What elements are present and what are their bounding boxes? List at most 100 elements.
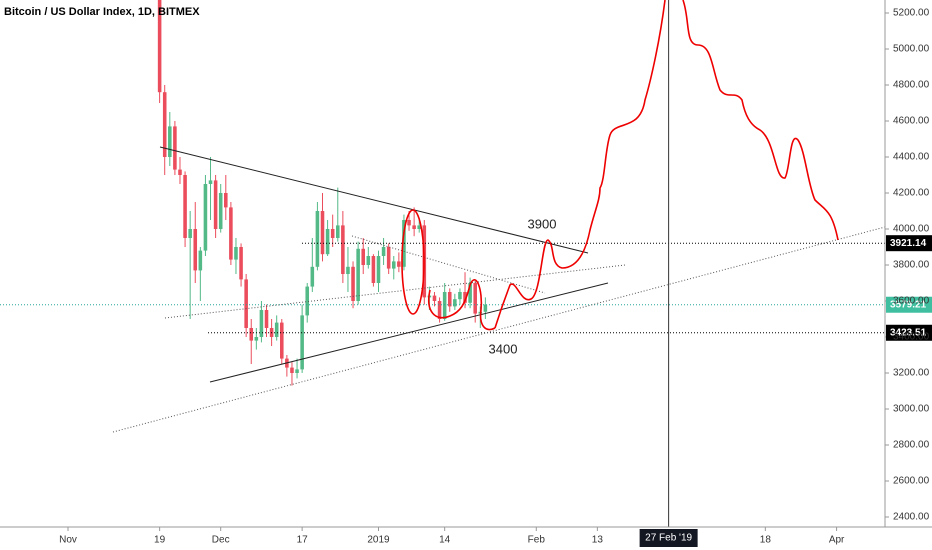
candle-body — [274, 322, 279, 337]
candle-body — [397, 261, 401, 267]
marker-label-box — [639, 529, 698, 547]
price-label-box — [886, 324, 932, 341]
candle-body — [280, 322, 284, 359]
marker-label: 27 Feb '19 — [645, 533, 692, 544]
candle-body — [208, 180, 213, 184]
y-tick-label: 3000.00 — [893, 404, 930, 415]
x-tick-label: 14 — [439, 535, 451, 546]
candle-body — [249, 327, 254, 341]
candle-body — [453, 299, 457, 307]
trend-line — [159, 146, 589, 254]
candle-body — [315, 210, 320, 267]
candle-body — [264, 309, 269, 328]
candle-body — [371, 255, 376, 283]
trend-line — [209, 282, 609, 383]
candle-body — [162, 92, 167, 157]
y-tick-label: 3600.00 — [893, 296, 930, 307]
y-tick-label: 2800.00 — [893, 440, 930, 451]
x-tick-label: Dec — [212, 535, 230, 546]
candle-body — [351, 266, 355, 301]
candle-body — [290, 367, 294, 373]
candle-body — [254, 336, 259, 341]
x-tick-label: Nov — [59, 535, 77, 546]
x-tick-label: 17 — [297, 535, 309, 546]
candle-body — [468, 282, 472, 303]
candle-body — [483, 304, 488, 312]
candle-body — [218, 192, 223, 229]
candle-body — [244, 279, 248, 328]
x-tick-label: 19 — [154, 535, 166, 546]
candle-body — [178, 169, 182, 175]
candle-body — [325, 228, 330, 255]
x-tick-label: 13 — [592, 535, 604, 546]
candle-body — [183, 174, 187, 238]
price-label-box — [886, 235, 932, 252]
y-tick-label: 5200.00 — [893, 8, 930, 19]
y-tick-label: 3400.00 — [893, 332, 930, 343]
candle-body — [391, 261, 396, 269]
candle-body — [473, 282, 477, 314]
candle-body — [381, 246, 386, 256]
y-tick-label: 4200.00 — [893, 188, 930, 199]
drawings — [112, 0, 886, 433]
candle-body — [376, 255, 381, 283]
candle-body — [224, 192, 228, 208]
candle-body — [458, 291, 462, 300]
price-label-box — [886, 296, 932, 313]
candle-body — [229, 207, 233, 260]
y-tick-label: 3200.00 — [893, 368, 930, 379]
candle-body — [300, 315, 304, 370]
annotation: 3400 — [489, 341, 518, 356]
candle-body — [335, 225, 340, 238]
candle-body — [447, 291, 452, 307]
y-tick-label: 2400.00 — [893, 512, 930, 523]
y-tick-label: 4400.00 — [893, 152, 930, 163]
price-label: 3579.21 — [890, 299, 927, 310]
candle-body — [310, 266, 315, 287]
candle-body — [386, 246, 391, 269]
candle-body — [407, 219, 411, 226]
y-tick-label: 2600.00 — [893, 476, 930, 487]
trend-line-dotted — [351, 235, 546, 294]
candle-body — [203, 183, 208, 251]
x-tick-label: 18 — [760, 535, 772, 546]
trend-line-dotted — [112, 226, 886, 433]
price-label: 3423.51 — [890, 327, 927, 338]
candle-body — [234, 246, 238, 260]
price-label: 3921.14 — [890, 238, 927, 249]
red-drawing — [494, 0, 839, 329]
red-drawing — [401, 209, 425, 315]
y-tick-label: 4000.00 — [893, 224, 930, 235]
candle-body — [412, 225, 416, 229]
y-tick-label: 4600.00 — [893, 116, 930, 127]
candle-body — [463, 291, 467, 303]
candle-body — [188, 228, 192, 238]
y-tick-label: 3800.00 — [893, 260, 930, 271]
candle-body — [198, 250, 203, 271]
candle-body — [168, 126, 172, 157]
chart-title: Bitcoin / US Dollar Index, 1D, BITMEX — [4, 6, 200, 18]
y-tick-label: 5000.00 — [893, 44, 930, 55]
candle-body — [259, 309, 264, 337]
candle-body — [173, 126, 177, 170]
candle-body — [157, 0, 162, 93]
x-tick-label: Apr — [829, 535, 845, 546]
candle-body — [295, 369, 299, 373]
candle-body — [432, 295, 437, 301]
candle-body — [346, 266, 350, 274]
y-tick-label: 4800.00 — [893, 80, 930, 91]
candle-body — [437, 300, 442, 319]
candle-body — [213, 180, 218, 229]
candle-body — [417, 225, 421, 229]
x-tick-label: Feb — [528, 535, 546, 546]
candle-body — [239, 246, 243, 280]
candle-body — [193, 228, 198, 271]
candle-body — [402, 219, 406, 267]
x-tick-label: 2019 — [367, 535, 390, 546]
red-drawing — [428, 278, 496, 331]
trend-line-dotted — [164, 264, 626, 319]
candle-body — [356, 248, 360, 301]
candle-body — [366, 255, 371, 265]
